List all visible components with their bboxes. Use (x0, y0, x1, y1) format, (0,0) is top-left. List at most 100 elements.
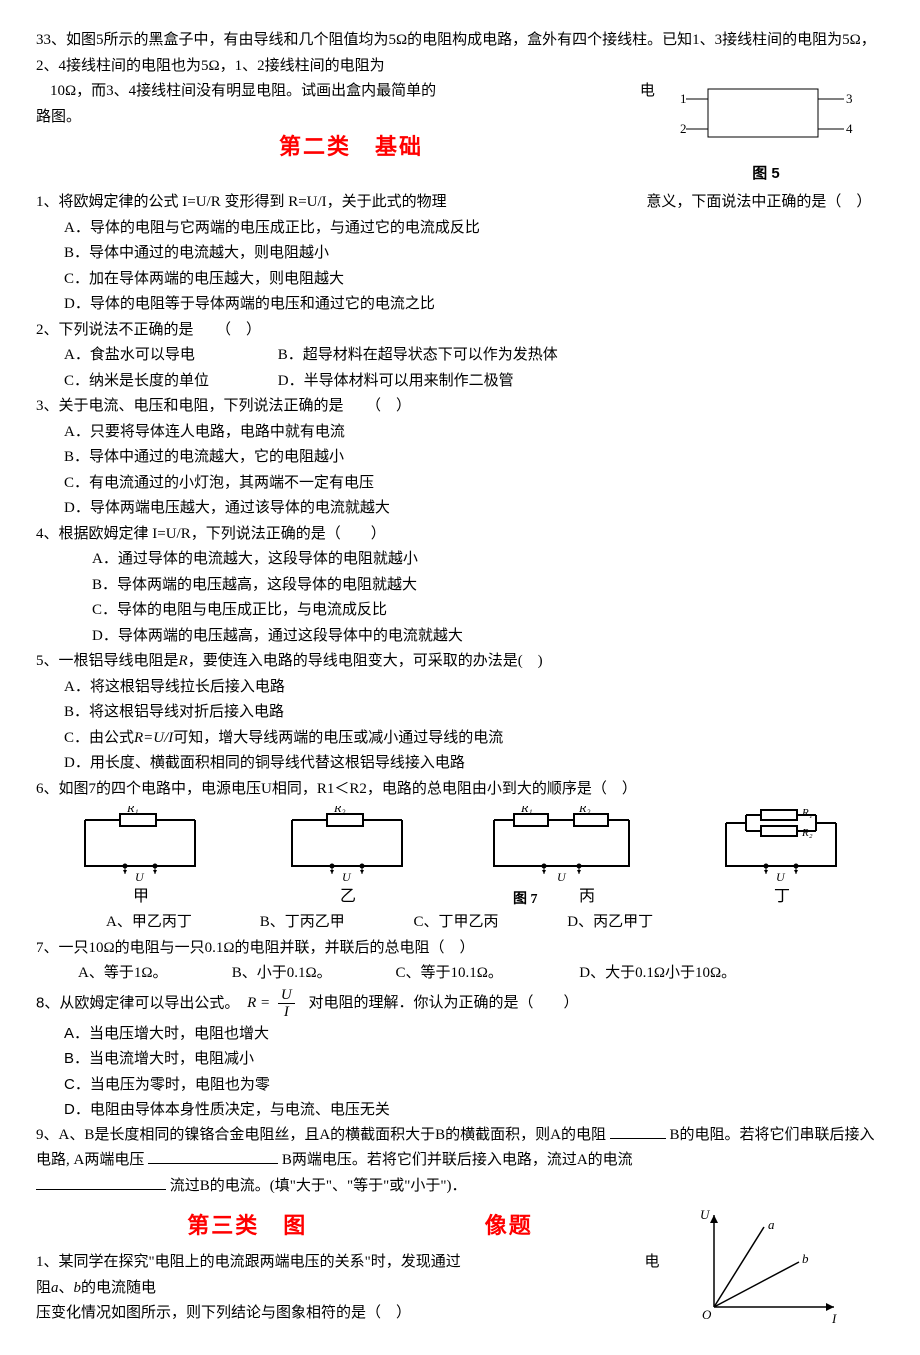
circuit-jia: R₁ U 甲 (65, 806, 215, 906)
q5-opt-b: B．将这根铝导线对折后接入电路 (36, 700, 884, 726)
q1-opts: A．导体的电阻与它两端的电压成正比，与通过它的电流成反比 B．导体中通过的电流越… (36, 216, 884, 318)
q4-stem: 4、根据欧姆定律 I=U/R，下列说法正确的是（ ） (36, 522, 884, 548)
figure-5-label: 图 5 (676, 161, 856, 187)
figure-7-caption: 图 7 (513, 891, 538, 906)
figure-5: 1 2 3 4 图 5 (676, 81, 856, 186)
q5-opt-c: C．由公式R=U/I可知，增大导线两端的电压或减小通过导线的电流 (36, 726, 884, 752)
caption-yi: 乙 (340, 888, 356, 905)
q6-stem: 6、如图7的四个电路中，电源电压U相同，R1＜R2，电路的总电阻由小到大的顺序是… (36, 777, 884, 803)
s3-q1-c: 压变化情况如图所示，则下列结论与图象相符的是（ ） (36, 1305, 411, 1321)
q2-stem: 2、下列说法不正确的是 （ ） (36, 318, 884, 344)
figure-7: R₁ U 甲 R₂ U 乙 R₁ R₂ (36, 806, 884, 906)
q2-opt-a: A．食盐水可以导电 (64, 343, 274, 369)
q4-opt-b: B．导体两端的电压越高，这段导体的电阻就越大 (36, 573, 884, 599)
q8-block: 8、从欧姆定律可以导出公式。 R = U I 对电阻的理解．你认为正确的是（ ）… (36, 987, 884, 1123)
q8-stem-a: 8、从欧姆定律可以导出公式。 (36, 994, 239, 1011)
figure-graph: a b O U I (694, 1207, 844, 1337)
q3-opt-c: C．有电流通过的小灯泡，其两端不一定有电压 (36, 471, 884, 497)
q2-opt-c: C．纳米是长度的单位 (64, 369, 274, 395)
q5-opt-d: D．用长度、横截面积相同的铜导线代替这根铝导线接入电路 (36, 751, 884, 777)
label-r1-ding: R₁ (801, 807, 813, 819)
circuit-bing: R₁ R₂ U 图 7 丙 (479, 806, 649, 906)
q7-block: 7、一只10Ω的电阻与一只0.1Ω的电阻并联，并联后的总电阻（ ） A、等于1Ω… (36, 936, 884, 987)
q8-opt-a: A．当电压增大时，电阻也增大 (36, 1021, 884, 1047)
circuit-yi: R₂ U 乙 (272, 806, 422, 906)
q8-frac-num: U (278, 987, 295, 1005)
label-r2-yi: R₂ (333, 806, 346, 815)
q4-opt-c: C．导体的电阻与电压成正比，与电流成反比 (36, 598, 884, 624)
q6-opt-b: B、丁丙乙甲 (260, 910, 410, 936)
q3-opt-a: A．只要将导体连人电路，电路中就有电流 (36, 420, 884, 446)
q2-row2: C．纳米是长度的单位 D．半导体材料可以用来制作二极管 (36, 369, 884, 395)
q1-block: 1、将欧姆定律的公式 I=U/R 变形得到 R=U/I，关于此式的物理 意义，下… (36, 190, 884, 318)
graph-label-b: b (802, 1251, 809, 1266)
q33-block: 33、如图5所示的黑盒子中，有由导线和几个阻值均为5Ω的电阻构成电路，盒外有四个… (36, 28, 884, 165)
q3-opt-d: D．导体两端电压越大，通过该导体的电流就越大 (36, 496, 884, 522)
q1-opt-d: D．导体的电阻等于导体两端的电压和通过它的电流之比 (36, 292, 884, 318)
q9-blank1 (610, 1123, 666, 1139)
q6-opt-a: A、甲乙丙丁 (106, 910, 256, 936)
q2-opt-d: D．半导体材料可以用来制作二极管 (278, 369, 514, 395)
q8-opt-b: B．当电流增大时，电阻减小 (36, 1046, 884, 1072)
q6-opts: A、甲乙丙丁 B、丁丙乙甲 C、丁甲乙丙 D、丙乙甲丁 (36, 910, 884, 936)
section3-heading-b: 像题 (485, 1213, 533, 1238)
graph-label-a: a (768, 1217, 775, 1232)
fig5-pin3: 3 (846, 91, 853, 106)
caption-bing: 丙 (579, 888, 595, 905)
q1-opt-a: A．导体的电阻与它两端的电压成正比，与通过它的电流成反比 (36, 216, 884, 242)
label-u-bing: U (557, 870, 567, 884)
figure-5-svg: 1 2 3 4 (676, 81, 856, 151)
label-r1-bing: R₁ (520, 806, 533, 815)
q9-seg3: B两端电压。若将它们并联后接入电路，流过A的电流 (282, 1152, 633, 1168)
q7-stem: 7、一只10Ω的电阻与一只0.1Ω的电阻并联，并联后的总电阻（ ） (36, 936, 884, 962)
q2-opt-b: B．超导材料在超导状态下可以作为发热体 (278, 343, 558, 369)
q4-block: 4、根据欧姆定律 I=U/R，下列说法正确的是（ ） A．通过导体的电流越大，这… (36, 522, 884, 650)
label-u-ding: U (776, 870, 786, 884)
fig5-pin1: 1 (680, 91, 687, 106)
label-r1-jia: R₁ (126, 806, 139, 815)
q33-line1: 33、如图5所示的黑盒子中，有由导线和几个阻值均为5Ω的电阻构成电路，盒外有四个… (36, 28, 884, 79)
q5-block: 5、一根铝导线电阻是R，要使连入电路的导线电阻变大，可采取的办法是( ) A．将… (36, 649, 884, 777)
label-r2-bing: R₂ (578, 806, 591, 815)
q7-opts: A、等于1Ω。 B、小于0.1Ω。 C、等于10.1Ω。 D、大于0.1Ω小于1… (36, 961, 884, 987)
q8-opt-c: C．当电压为零时，电阻也为零 (36, 1072, 884, 1098)
caption-ding: 丁 (774, 888, 790, 905)
q3-opt-b: B．导体中通过的电流越大，它的电阻越小 (36, 445, 884, 471)
q5-opt-a: A．将这根铝导线拉长后接入电路 (36, 675, 884, 701)
q9-seg4: 流过B的电流。(填"大于"、"等于"或"小于")． (170, 1178, 467, 1194)
label-u-yi: U (342, 870, 352, 884)
q2-block: 2、下列说法不正确的是 （ ） A．食盐水可以导电 B．超导材料在超导状态下可以… (36, 318, 884, 395)
q9-blank2 (148, 1148, 278, 1164)
section3-row: a b O U I 第三类 图 像题 1、某同学在探究"电阻上的电流跟两端电压的… (36, 1207, 884, 1327)
q3-block: 3、关于电流、电压和电阻，下列说法正确的是 （ ） A．只要将导体连人电路，电路… (36, 394, 884, 522)
q1-opt-c: C．加在导体两端的电压越大，则电阻越大 (36, 267, 884, 293)
q7-opt-b: B、小于0.1Ω。 (232, 961, 392, 987)
q1-stem-a: 1、将欧姆定律的公式 I=U/R 变形得到 R=U/I，关于此式的物理 (36, 194, 447, 210)
q1-opt-b: B．导体中通过的电流越大，则电阻越小 (36, 241, 884, 267)
q5-stem: 5、一根铝导线电阻是R，要使连入电路的导线电阻变大，可采取的办法是( ) (36, 649, 884, 675)
ui-graph: a b O U I (694, 1207, 844, 1327)
section3-heading-a: 第三类 图 (187, 1213, 307, 1238)
q6-block: 6、如图7的四个电路中，电源电压U相同，R1＜R2，电路的总电阻由小到大的顺序是… (36, 777, 884, 936)
q7-opt-c: C、等于10.1Ω。 (396, 961, 576, 987)
q8-stem-b: 对电阻的理解．你认为正确的是（ ） (308, 994, 578, 1011)
q6-opt-c: C、丁甲乙丙 (414, 910, 564, 936)
label-r2-ding: R₂ (801, 827, 813, 839)
q6-opt-d: D、丙乙甲丁 (567, 910, 653, 936)
caption-jia: 甲 (133, 888, 149, 905)
q1-stem-b: 意义，下面说法中正确的是（ ） (646, 194, 871, 210)
fig5-pin4: 4 (846, 121, 853, 136)
q9-seg1: 9、A、B是长度相同的镍铬合金电阻丝，且A的横截面积大于B的横截面积，则A的电阻 (36, 1127, 606, 1143)
graph-label-x: I (831, 1311, 837, 1326)
q4-opt-a: A．通过导体的电流越大，这段导体的电阻就越小 (36, 547, 884, 573)
fig5-pin2: 2 (680, 121, 687, 136)
q8-frac-lhs: R = (247, 995, 270, 1011)
q8-stem: 8、从欧姆定律可以导出公式。 R = U I 对电阻的理解．你认为正确的是（ ） (36, 987, 884, 1021)
q33-line2-left: 10Ω，而3、4接线柱间没有明显电阻。试画出盒内最简单的 (36, 83, 436, 99)
q2-row1: A．食盐水可以导电 B．超导材料在超导状态下可以作为发热体 (36, 343, 884, 369)
q9-block: 9、A、B是长度相同的镍铬合金电阻丝，且A的横截面积大于B的横截面积，则A的电阻… (36, 1123, 884, 1200)
q7-opt-d: D、大于0.1Ω小于10Ω。 (579, 961, 736, 987)
graph-label-o: O (702, 1307, 712, 1322)
s3-q1-a: 1、某同学在探究"电阻上的电流跟两端电压的关系"时，发现通过 (36, 1254, 461, 1270)
circuit-ding: R₁ R₂ U 丁 (706, 806, 856, 906)
